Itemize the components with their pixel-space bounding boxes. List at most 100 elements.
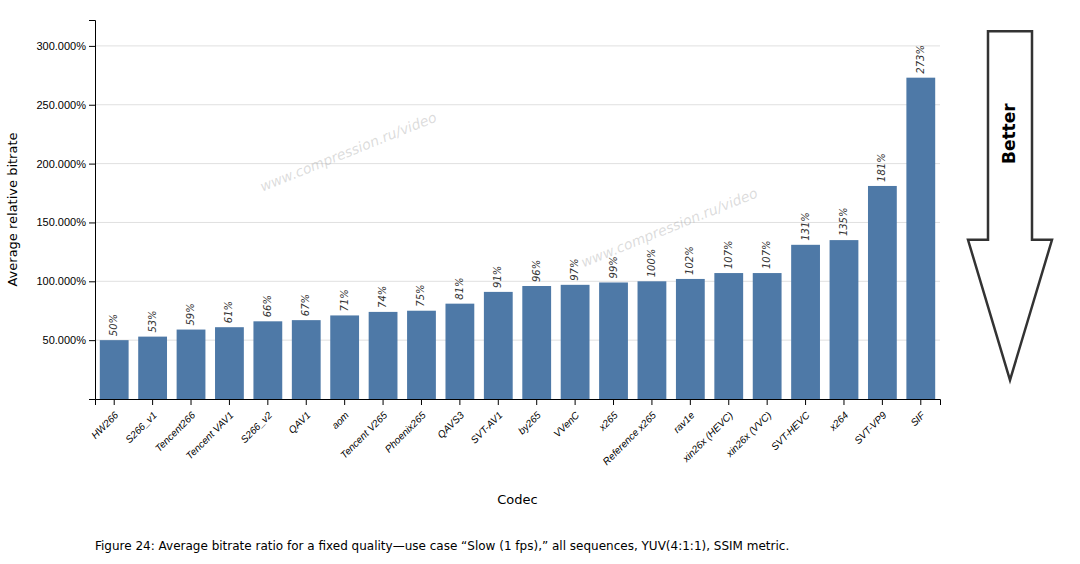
data-label: 67% <box>300 294 311 316</box>
caption: Figure 24: Average bitrate ratio for a f… <box>95 539 789 553</box>
y-axis-title: Average relative bitrate <box>5 132 20 286</box>
bar <box>522 286 551 399</box>
tick-label: 150.000% <box>36 216 86 228</box>
tick-mark <box>920 399 921 405</box>
data-label: 181% <box>876 153 887 182</box>
data-label: 81% <box>454 277 465 299</box>
bar <box>484 292 513 399</box>
tick-mark <box>191 399 192 405</box>
tick-mark <box>89 46 95 47</box>
data-label: 50% <box>108 314 119 336</box>
x-axis-title: Codec <box>497 492 537 507</box>
data-label: 107% <box>723 240 734 269</box>
grid-line <box>95 163 940 164</box>
grid-line <box>95 222 940 223</box>
tick-mark <box>690 399 691 405</box>
bar <box>445 304 474 399</box>
tick: 300.000% <box>36 40 95 52</box>
bar <box>638 281 667 399</box>
tick: S266_v1 <box>123 399 159 445</box>
tick: Reference x265 <box>600 399 658 467</box>
tick-mark <box>575 399 576 405</box>
data-label: 102% <box>684 246 695 275</box>
bar <box>253 321 282 399</box>
tick: x264 <box>826 399 850 433</box>
data-label: 131% <box>800 212 811 241</box>
data-label: 135% <box>838 208 849 237</box>
tick-mark <box>767 399 768 405</box>
tick-label: QAVS3 <box>435 409 466 440</box>
tick: Tencent VAV1 <box>184 399 236 461</box>
tick-mark <box>229 399 230 405</box>
tick-mark <box>613 399 614 405</box>
tick-mark <box>882 399 883 405</box>
tick-mark <box>805 399 806 405</box>
grid-line <box>95 45 940 46</box>
tick-mark <box>89 164 95 165</box>
x-axis: HW266S266_v1Tencent266Tencent VAV1S266_v… <box>89 399 940 467</box>
tick: SVT-HEVC <box>769 399 812 452</box>
data-label: 71% <box>339 289 350 311</box>
data-label: 107% <box>761 240 772 269</box>
tick-label: rav1e <box>671 409 697 435</box>
tick-label: 200.000% <box>36 158 86 170</box>
tick-label: HW266 <box>89 409 121 441</box>
bars <box>100 78 935 399</box>
bar <box>714 273 743 399</box>
bar <box>599 282 628 399</box>
bar <box>676 279 705 399</box>
tick-label: 250.000% <box>36 99 86 111</box>
tick: HW266 <box>89 399 121 441</box>
tick-mark <box>344 399 345 405</box>
bar <box>292 320 321 399</box>
tick-label: QAV1 <box>286 409 312 435</box>
tick: aom <box>329 399 351 431</box>
tick-label: aom <box>329 409 351 431</box>
tick-mark <box>536 399 537 405</box>
tick-label: SIF <box>908 409 927 428</box>
tick-label: Reference x265 <box>600 409 658 467</box>
bar <box>177 330 206 399</box>
tick: SVT-AV1 <box>468 399 504 446</box>
tick-mark <box>306 399 307 405</box>
data-label: 74% <box>377 286 388 308</box>
bar <box>868 186 897 399</box>
data-label: 97% <box>569 259 580 281</box>
axis-line <box>96 400 941 406</box>
tick-label: by265 <box>516 409 543 436</box>
bar <box>407 311 436 399</box>
tick-label: Tencent V265 <box>338 409 389 460</box>
arrow-label: Better <box>999 103 1019 164</box>
tick-mark <box>843 399 844 405</box>
plot-area: 50%53%59%61%66%67%71%74%75%81%91%96%97%9… <box>5 21 941 508</box>
data-label: 53% <box>147 310 158 332</box>
tick-label: SVT-AV1 <box>468 409 504 445</box>
bar <box>830 240 859 399</box>
tick-mark <box>728 399 729 405</box>
bar <box>100 340 129 399</box>
tick: by265 <box>516 399 543 437</box>
data-label: 100% <box>646 249 657 278</box>
tick-mark <box>498 399 499 405</box>
tick-label: S266_v1 <box>123 409 159 445</box>
tick: xin26x (VVC) <box>723 399 773 460</box>
tick: VVenC <box>551 399 581 439</box>
tick-label: xin26x (VVC) <box>723 409 773 459</box>
bar <box>215 327 244 399</box>
tick: Tencent V265 <box>338 399 389 461</box>
bar <box>753 273 782 399</box>
tick-mark <box>89 105 95 106</box>
chart: 50%53%59%61%66%67%71%74%75%81%91%96%97%9… <box>0 0 1080 564</box>
tick: SVT-VP9 <box>852 399 889 446</box>
tick: 150.000% <box>36 216 95 228</box>
tick: 200.000% <box>36 158 95 170</box>
tick-mark <box>89 340 95 341</box>
bar <box>330 315 359 399</box>
tick: 100.000% <box>36 275 95 287</box>
tick: S266_v2 <box>238 399 274 445</box>
tick-label: SVT-HEVC <box>769 409 812 452</box>
tick-mark <box>383 399 384 405</box>
watermark: www.compression.ru/video <box>579 185 760 271</box>
data-label: 59% <box>185 303 196 325</box>
tick-mark <box>459 399 460 405</box>
